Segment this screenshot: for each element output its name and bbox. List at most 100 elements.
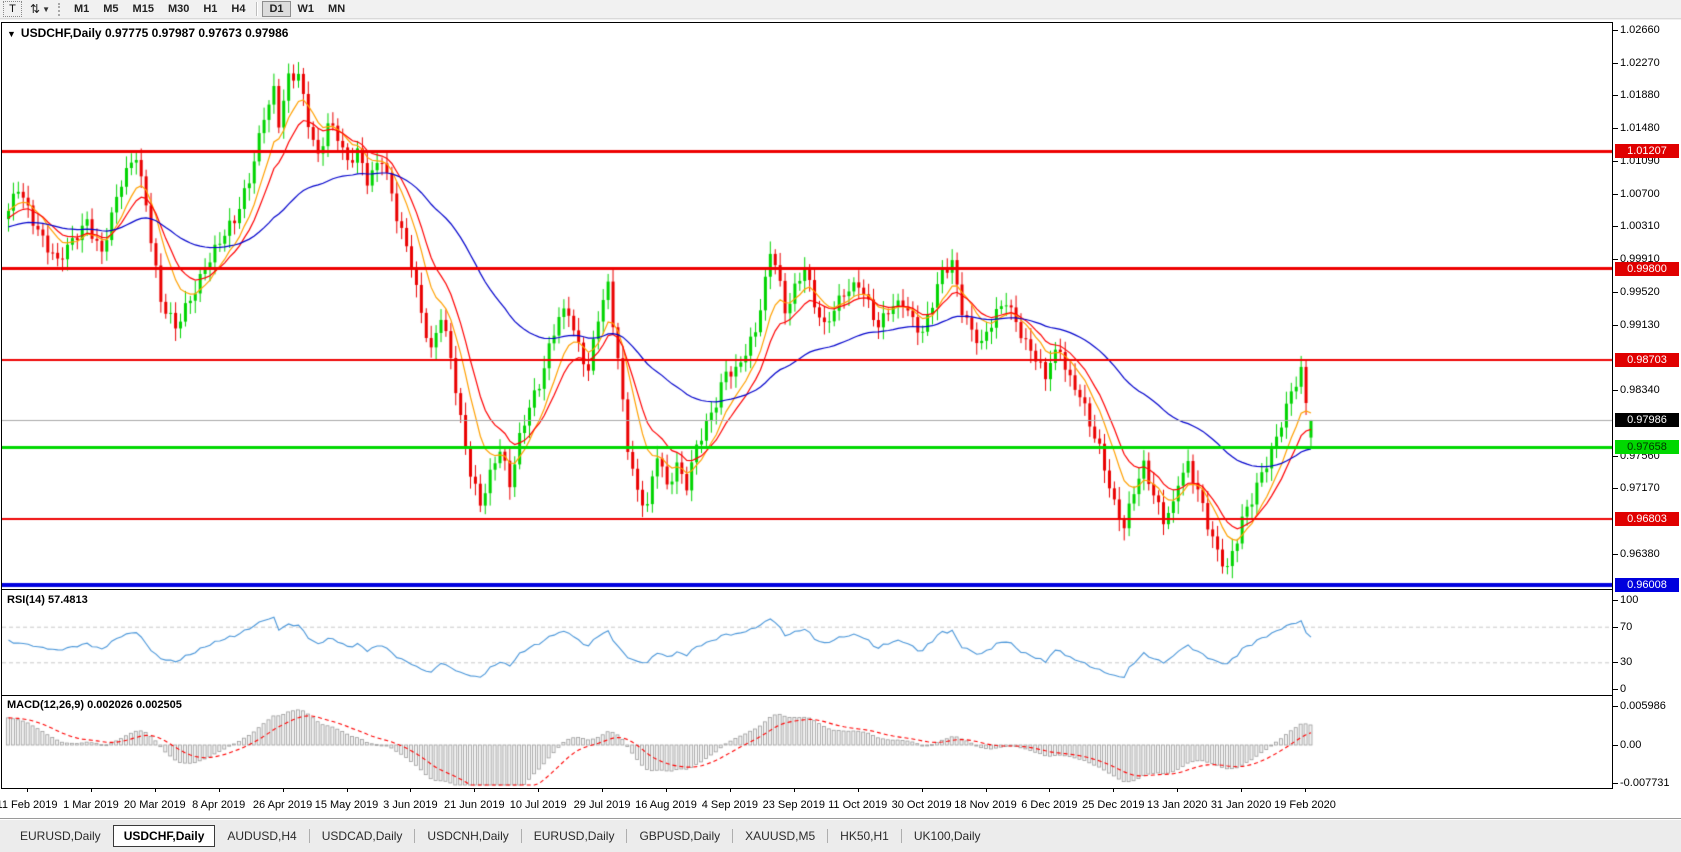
price-axis-tick: 1.02270 bbox=[1613, 56, 1660, 69]
date-axis-label: 31 Jan 2020 bbox=[1210, 799, 1272, 811]
date-axis-label: 6 Dec 2019 bbox=[1021, 799, 1078, 811]
date-axis-label: 23 Sep 2019 bbox=[762, 799, 825, 811]
date-axis-tickmark bbox=[27, 788, 28, 792]
tab-separator bbox=[900, 829, 902, 843]
rsi-macd-separator[interactable] bbox=[1, 695, 1613, 696]
date-axis-tickmark bbox=[1113, 788, 1115, 792]
macd-indicator-canvas[interactable] bbox=[2, 696, 1612, 788]
toolbar-separator bbox=[256, 2, 259, 16]
date-axis-label: 18 Nov 2019 bbox=[954, 799, 1017, 811]
date-axis-label: 10 Jul 2019 bbox=[509, 799, 567, 811]
price-axis-tick: 0.98340 bbox=[1613, 384, 1660, 397]
price-marker: 0.98703 bbox=[1615, 353, 1679, 368]
arrows-tool-icon[interactable]: ⇅ bbox=[30, 2, 41, 16]
date-axis-tickmark bbox=[538, 788, 540, 792]
date-axis-border bbox=[1, 788, 1613, 789]
rsi-label: RSI(14) 57.4813 bbox=[7, 594, 88, 606]
price-marker: 0.97986 bbox=[1615, 412, 1679, 427]
tab-separator bbox=[732, 829, 734, 843]
tab-separator bbox=[520, 829, 522, 843]
macd-axis-tick: 0.00 bbox=[1612, 739, 1642, 751]
date-axis-tickmark bbox=[154, 788, 156, 792]
main-price-chart-canvas[interactable] bbox=[2, 22, 1612, 590]
date-axis-label: 15 May 2019 bbox=[314, 799, 379, 811]
tab-separator bbox=[308, 829, 310, 843]
chart-tab[interactable]: HK50,H1 bbox=[840, 829, 889, 843]
chart-tabs: EURUSD,Daily USDCHF,Daily AUDUSD,H4 USDCAD,… bbox=[0, 823, 1681, 849]
date-axis-tickmark bbox=[410, 788, 412, 792]
rsi-axis-tick: 100 bbox=[1612, 594, 1639, 606]
date-axis-label: 1 Mar 2019 bbox=[63, 799, 119, 811]
price-axis-tick: 1.00700 bbox=[1613, 187, 1660, 200]
macd-axis-tick: 0.005986 bbox=[1613, 700, 1666, 712]
date-axis-tickmark bbox=[282, 788, 284, 792]
tab-separator bbox=[626, 829, 628, 843]
timeframe-h4-button[interactable]: H4 bbox=[231, 3, 246, 15]
date-axis-label: 30 Oct 2019 bbox=[891, 799, 952, 811]
chart-tab[interactable]: USDCNH,Daily bbox=[427, 829, 509, 843]
rsi-axis-tick: 30 bbox=[1612, 656, 1633, 669]
chart-tab[interactable]: XAUUSD,M5 bbox=[745, 829, 816, 843]
date-axis-tickmark bbox=[602, 788, 604, 792]
date-axis-tickmark bbox=[474, 788, 476, 792]
date-axis-tickmark bbox=[1177, 788, 1179, 792]
date-axis-label: 20 Mar 2019 bbox=[123, 799, 186, 811]
chart-tab[interactable]: GBPUSD,Daily bbox=[639, 829, 721, 843]
price-axis-tick: 1.01480 bbox=[1613, 122, 1660, 135]
timeframe-d1-button[interactable]: D1 bbox=[262, 1, 291, 17]
plot-border-top bbox=[1, 22, 1613, 23]
chart-tab[interactable]: AUDUSD,H4 bbox=[227, 829, 297, 843]
date-axis-label: 3 Jun 2019 bbox=[383, 799, 438, 811]
date-axis-tickmark bbox=[1049, 788, 1051, 792]
tab-separator bbox=[414, 829, 416, 843]
timeframe-w1-button[interactable]: W1 bbox=[297, 3, 315, 15]
chart-tab-bar: EURUSD,Daily USDCHF,Daily AUDUSD,H4 USDCAD,… bbox=[0, 818, 1681, 852]
date-axis-label: 8 Apr 2019 bbox=[192, 799, 246, 811]
rsi-axis-tick: 70 bbox=[1612, 620, 1633, 633]
date-axis-tickmark bbox=[985, 788, 987, 792]
date-axis-tickmark bbox=[729, 788, 731, 792]
price-marker: 0.96008 bbox=[1615, 578, 1679, 593]
rsi-indicator-canvas[interactable] bbox=[2, 590, 1612, 696]
macd-label: MACD(12,26,9) 0.002026 0.002505 bbox=[7, 699, 182, 711]
date-axis-label: 4 Sep 2019 bbox=[701, 799, 759, 811]
date-axis-label: 25 Dec 2019 bbox=[1082, 799, 1145, 811]
date-axis-label: 21 Jun 2019 bbox=[444, 799, 505, 811]
price-axis-tick: 1.00310 bbox=[1613, 220, 1660, 233]
date-axis-tickmark bbox=[666, 788, 667, 792]
date-axis-tickmark bbox=[1305, 788, 1306, 792]
price-marker: 0.96803 bbox=[1615, 511, 1679, 526]
date-axis-label: 11 Feb 2019 bbox=[0, 799, 58, 811]
timeframe-m30-button[interactable]: M30 bbox=[167, 3, 190, 15]
chart-menu-caret-icon[interactable]: ▼ bbox=[7, 29, 16, 39]
toolbar-grip[interactable] bbox=[57, 2, 61, 16]
chart-tab[interactable]: USDCHF,Daily bbox=[112, 825, 216, 847]
timeframe-m5-button[interactable]: M5 bbox=[103, 3, 119, 15]
main-rsi-separator[interactable] bbox=[1, 589, 1613, 590]
text-tool-button[interactable]: T bbox=[3, 1, 22, 17]
timeframe-m1-button[interactable]: M1 bbox=[73, 3, 90, 15]
price-marker: 1.01207 bbox=[1615, 144, 1679, 159]
date-axis-tickmark bbox=[90, 788, 92, 792]
timeframe-h1-button[interactable]: H1 bbox=[203, 3, 218, 15]
price-marker: 0.99800 bbox=[1615, 261, 1679, 276]
price-axis-tick: 0.99130 bbox=[1613, 318, 1660, 331]
chart-tab[interactable]: USDCAD,Daily bbox=[321, 829, 403, 843]
date-axis-tickmark bbox=[857, 788, 859, 792]
date-axis-label: 11 Oct 2019 bbox=[828, 799, 888, 811]
date-axis-label: 29 Jul 2019 bbox=[573, 799, 631, 811]
date-axis-label: 26 Apr 2019 bbox=[252, 799, 313, 811]
arrows-dropdown-caret-icon[interactable]: ▼ bbox=[42, 4, 50, 14]
chart-tab[interactable]: EURUSD,Daily bbox=[20, 829, 101, 843]
timeframe-m15-button[interactable]: M15 bbox=[132, 3, 154, 15]
chart-tab[interactable]: EURUSD,Daily bbox=[533, 829, 615, 843]
chart-toolbar: T ⇅ ▼ M1 M5 M15 M30 H1 H4 D1 W1 MN bbox=[0, 0, 1681, 19]
price-axis-tick: 1.02660 bbox=[1613, 24, 1660, 36]
date-axis-tickmark bbox=[1241, 788, 1243, 792]
price-marker: 0.97658 bbox=[1615, 440, 1679, 455]
chart-title-text: USDCHF,Daily 0.97775 0.97987 0.97673 0.9… bbox=[20, 26, 289, 40]
timeframe-mn-button[interactable]: MN bbox=[328, 3, 346, 15]
chart-tab[interactable]: UK100,Daily bbox=[913, 829, 981, 843]
price-axis-border[interactable] bbox=[1612, 22, 1613, 789]
